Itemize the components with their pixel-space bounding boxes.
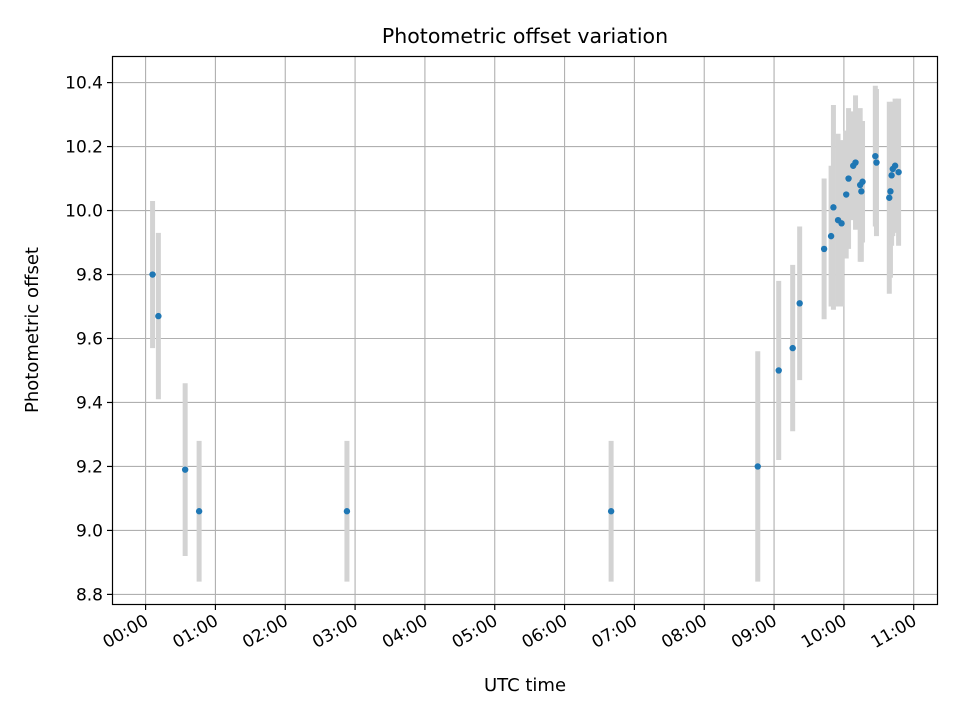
y-tick-label: 9.2 [76, 457, 103, 477]
data-point [852, 159, 859, 166]
data-point [827, 232, 835, 240]
data-point [181, 466, 189, 473]
data-point [155, 312, 162, 320]
x-axis-label: UTC time [484, 675, 566, 696]
data-point [775, 367, 782, 374]
data-point [859, 178, 866, 185]
data-point [891, 162, 899, 169]
y-tick-label: 10.2 [65, 138, 103, 158]
y-axis-label: Photometric offset [22, 247, 43, 413]
data-point [872, 152, 879, 160]
data-point [838, 220, 845, 227]
chart-title: Photometric offset variation [382, 24, 668, 48]
data-point [789, 344, 796, 352]
y-tick-label: 9.4 [76, 393, 103, 413]
data-point [149, 271, 156, 278]
data-point [895, 168, 902, 176]
data-point [195, 508, 203, 515]
y-tick-label: 10.4 [65, 74, 103, 94]
y-axis-ticks: 8.8 9.0 9.2 9.4 9.6 9.8 10.0 10.2 10.4 [65, 74, 113, 605]
data-point [820, 245, 828, 253]
plot-frame [111, 55, 939, 606]
data-point [886, 194, 893, 201]
y-tick-label: 9.6 [76, 329, 103, 349]
y-tick-label: 8.8 [76, 585, 103, 605]
data-point [858, 188, 865, 195]
data-point [754, 463, 761, 470]
data-point [830, 204, 837, 211]
data-point [843, 191, 850, 198]
data-point [845, 175, 852, 182]
data-point [888, 172, 895, 179]
data-point [796, 300, 803, 307]
y-tick-label: 9.0 [76, 521, 103, 541]
data-point [873, 159, 880, 166]
data-points [149, 152, 902, 515]
data-point [607, 508, 615, 515]
y-tick-label: 9.8 [76, 266, 103, 286]
data-point [343, 508, 351, 515]
y-tick-label: 10.0 [65, 202, 103, 222]
data-point [887, 188, 894, 195]
